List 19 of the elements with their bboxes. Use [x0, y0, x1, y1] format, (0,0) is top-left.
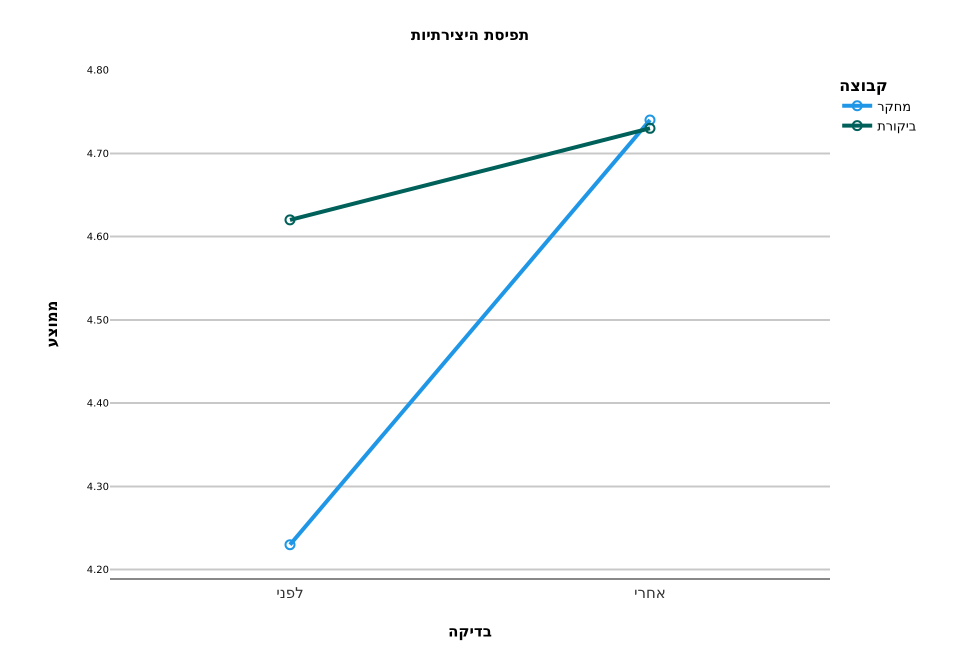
- y-tick-label: 4.50: [86, 315, 109, 326]
- y-tick-label: 4.80: [86, 66, 109, 76]
- x-axis-title: בדיקה: [448, 622, 492, 640]
- y-tick-label: 4.20: [86, 565, 109, 576]
- y-tick-label: 4.40: [86, 398, 109, 410]
- y-axis-title: ממוצע: [42, 300, 61, 348]
- point: [284, 214, 296, 226]
- y-tick-label: 4.70: [86, 148, 109, 160]
- y-tick-label: 4.30: [86, 482, 109, 493]
- point: [644, 114, 656, 126]
- x-tick-label: אחרי: [634, 584, 666, 602]
- legend-title: קבוצה: [839, 76, 888, 95]
- point: [644, 122, 656, 134]
- x-tick-label: לפני: [276, 584, 304, 602]
- y-tick-label: 4.60: [86, 232, 109, 244]
- legend-label: מחקר: [877, 100, 912, 115]
- legend-label: ביקורת: [877, 120, 916, 135]
- chart-title: תפיסת היצירתיות: [410, 26, 530, 44]
- point: [284, 539, 296, 550]
